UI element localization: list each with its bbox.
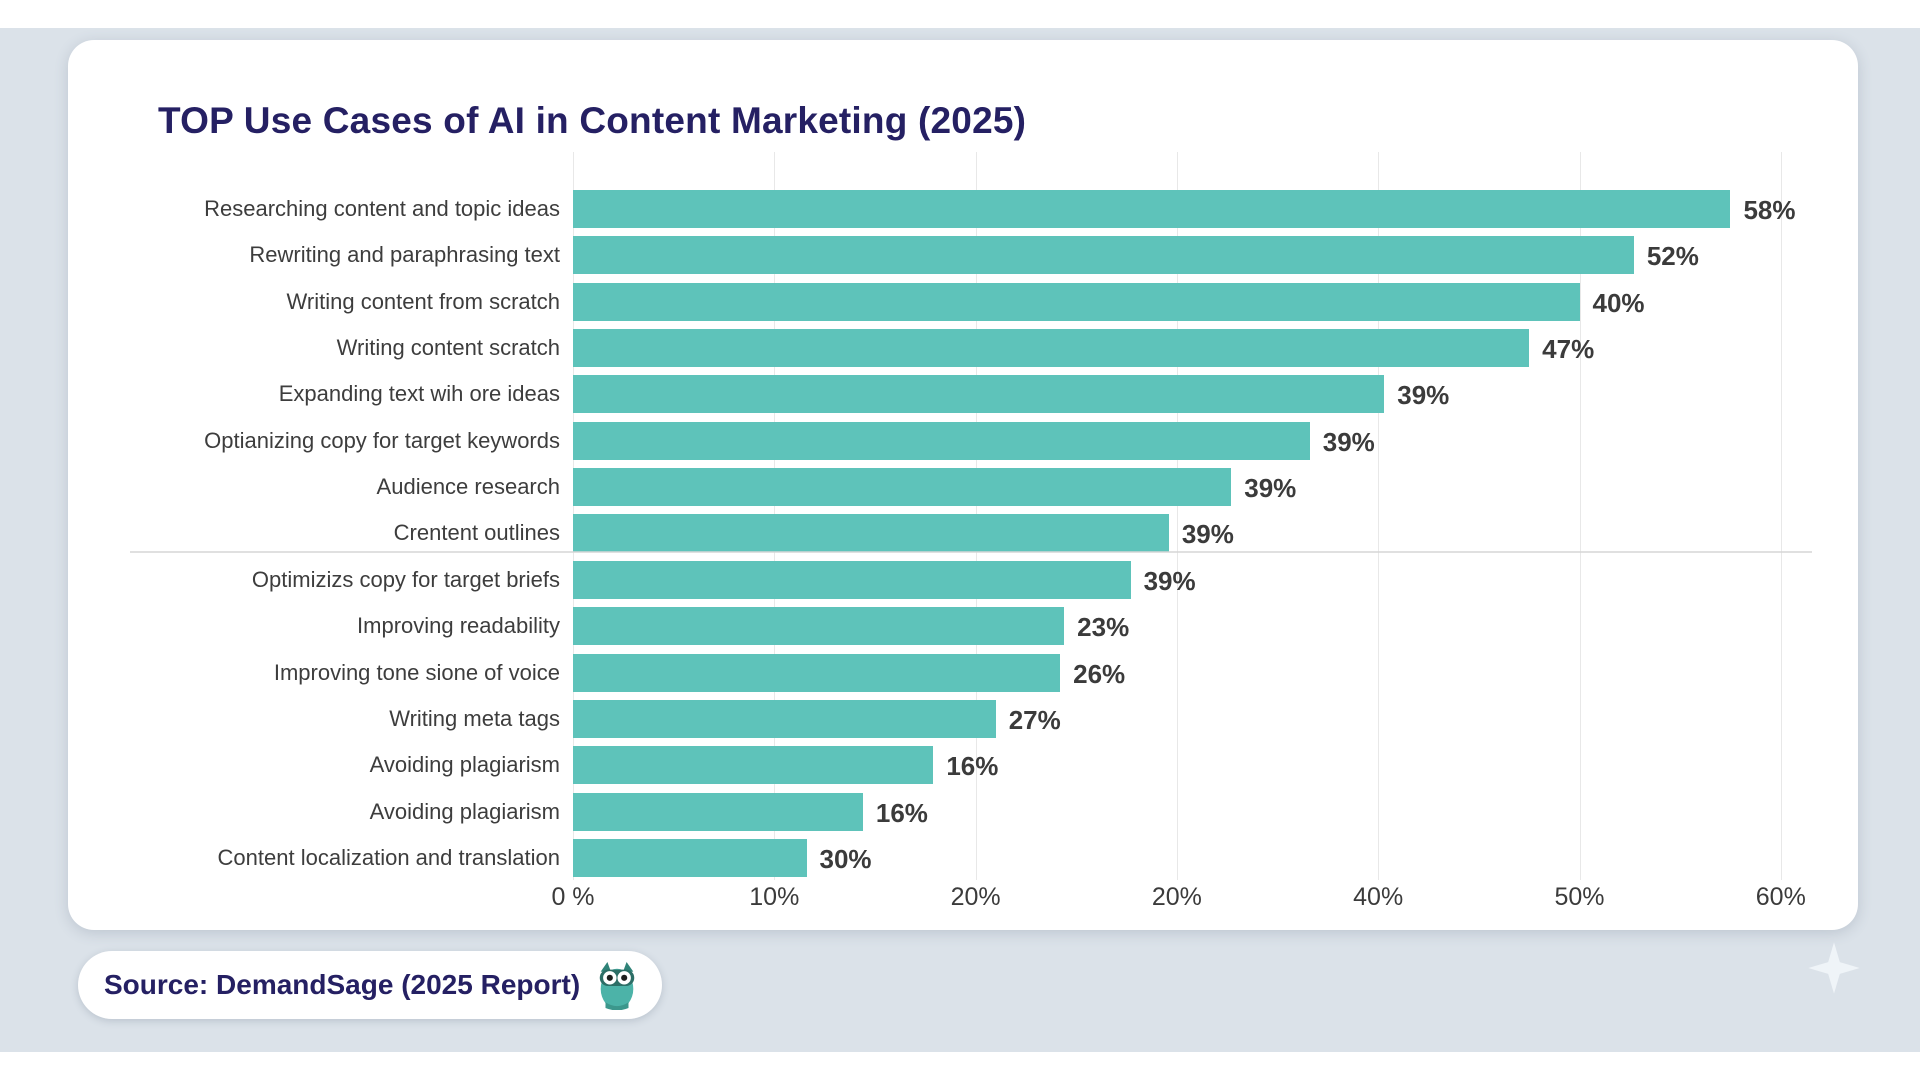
chart-row: Expanding text wih ore ideas 39% [68,375,1858,414]
bar [573,699,996,738]
value-label: 39% [1397,380,1450,411]
gridline [1176,152,1178,880]
category-label: Optimizizs copy for target briefs [251,566,560,592]
value-label: 16% [875,797,928,828]
chart-row: Optimizizs copy for target briefs 39% [68,560,1858,599]
category-label: Improving tone sione of voice [273,659,560,685]
bar-chart: Researching content and topic ideas 58% Re… [68,40,1858,930]
value-label: 39% [1244,473,1297,504]
value-label: 16% [946,751,999,782]
bar [573,792,863,831]
gridline [1579,152,1581,880]
bar [573,375,1385,414]
x-axis-tick-label: 60% [1755,883,1806,911]
chart-row: Rewriting and paraphrasing text 52% [68,236,1858,275]
chart-row: Writing content scratch 47% [68,329,1858,368]
value-label: 23% [1077,612,1130,643]
gridline [1378,152,1380,880]
bar [573,468,1232,507]
chart-row: Writing content from scratch 40% [68,282,1858,321]
bar [573,560,1131,599]
x-axis-tick-label: 40% [1353,883,1404,911]
value-label: 58% [1743,195,1796,225]
bar [573,282,1580,321]
gridline [1780,152,1782,880]
chart-row: Content localization and translation 30% [68,838,1858,877]
x-axis-tick-label: 20% [950,883,1001,911]
category-label: Writing meta tags [389,705,560,731]
chart-title: TOP Use Cases of AI in Content Marketing… [158,100,1027,141]
x-axis-tick-label: 20% [1151,883,1202,911]
value-label: 39% [1181,519,1234,550]
divider-line [130,550,1812,553]
value-label: 30% [819,843,872,874]
source-badge: Source: DemandSage (2025 Report) [78,951,663,1019]
category-label: Writing content scratch [336,335,560,361]
category-label: Researching content and topic ideas [204,196,560,221]
chart-row: Writing meta tags 27% [68,699,1858,738]
value-label: 39% [1143,565,1196,596]
value-label: 40% [1592,287,1645,318]
chart-row: Researching content and topic ideas 58% [68,190,1858,228]
category-label: Avoiding plagiarism [369,752,560,778]
bar [573,746,934,785]
x-axis-tick-label: 0 % [551,883,595,911]
value-label: 27% [1008,704,1061,735]
category-label: Audience research [376,474,560,500]
sparkle-icon [1808,942,1860,994]
chart-row: Avoiding plagiarism 16% [68,792,1858,831]
chart-card: TOP Use Cases of AI in Content Marketing… [68,40,1858,930]
category-label: Avoiding plagiarism [369,798,560,824]
x-axis-tick-label: 10% [749,883,800,911]
x-axis-tick-label: 50% [1554,883,1605,911]
chart-row: Improving tone sione of voice 26% [68,653,1858,692]
bar [573,329,1530,368]
owl-logo-icon [599,962,635,1010]
category-label: Crentent outlines [393,520,560,546]
category-label: Expanding text wih ore ideas [278,381,560,407]
value-label: 52% [1646,241,1699,272]
bar [573,421,1310,460]
value-label: 39% [1322,426,1375,457]
category-label: Improving readability [357,613,560,639]
value-label: 47% [1542,334,1595,365]
bar [573,838,807,877]
bar [573,514,1169,553]
chart-row: Audience research 39% [68,468,1858,507]
category-label: Writing content from scratch [286,288,560,314]
chart-row: Crentent outlines 39% [68,514,1858,553]
bar [573,653,1061,692]
bar [573,607,1065,646]
chart-row: Optianizing copy for target keywords 39% [68,421,1858,460]
chart-row: Avoiding plagiarism 16% [68,746,1858,785]
bar [573,236,1634,275]
value-label: 26% [1073,658,1126,689]
category-label: Optianizing copy for target keywords [204,427,560,453]
category-label: Content localization and translation [217,844,560,870]
category-label: Rewriting and paraphrasing text [249,242,560,268]
source-text: Source: DemandSage (2025 Report) [104,969,581,1000]
bar [573,190,1731,228]
chart-row: Improving readability 23% [68,607,1858,646]
